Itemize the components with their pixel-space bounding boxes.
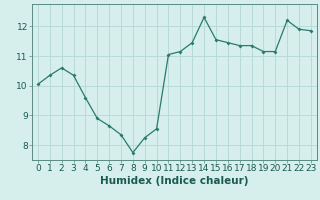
X-axis label: Humidex (Indice chaleur): Humidex (Indice chaleur) xyxy=(100,176,249,186)
